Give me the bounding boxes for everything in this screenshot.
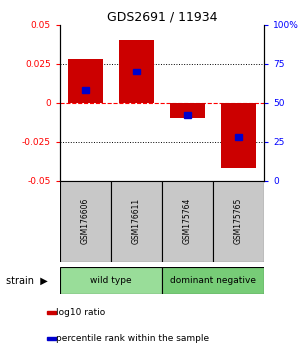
Bar — [133, 69, 140, 74]
Text: dominant negative: dominant negative — [170, 276, 256, 285]
Bar — [162, 181, 213, 262]
Bar — [170, 103, 205, 118]
Bar — [47, 337, 56, 341]
Bar — [213, 181, 264, 262]
Text: wild type: wild type — [90, 276, 132, 285]
Bar — [47, 311, 56, 314]
Bar — [60, 267, 162, 294]
Text: strain  ▶: strain ▶ — [6, 275, 48, 286]
Bar — [119, 40, 154, 103]
Bar — [111, 181, 162, 262]
Text: GSM175764: GSM175764 — [183, 198, 192, 245]
Bar — [82, 87, 89, 93]
Text: percentile rank within the sample: percentile rank within the sample — [56, 334, 210, 343]
Text: GSM176611: GSM176611 — [132, 198, 141, 244]
Bar — [184, 113, 191, 118]
Text: GSM176606: GSM176606 — [81, 198, 90, 245]
Text: GSM175765: GSM175765 — [234, 198, 243, 245]
Bar — [162, 267, 264, 294]
Text: log10 ratio: log10 ratio — [56, 308, 106, 317]
Bar — [68, 59, 103, 103]
Bar — [60, 181, 111, 262]
Bar — [235, 134, 242, 140]
Title: GDS2691 / 11934: GDS2691 / 11934 — [107, 11, 217, 24]
Bar — [220, 103, 256, 168]
